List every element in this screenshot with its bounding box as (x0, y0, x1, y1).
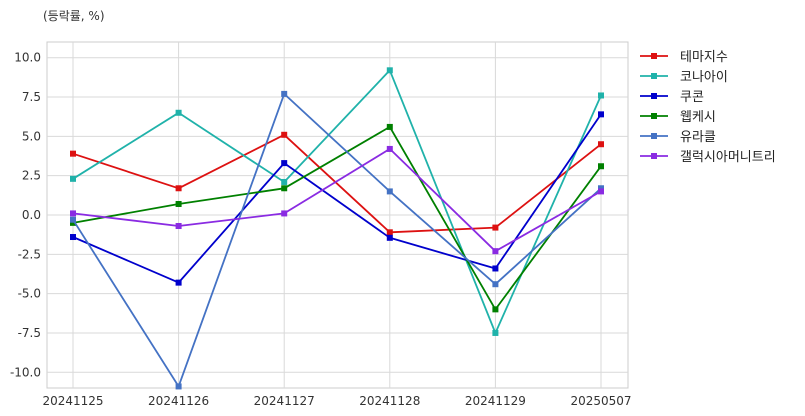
legend-swatch-marker (651, 53, 657, 59)
series-5 (70, 90, 604, 390)
series-4 (70, 123, 604, 313)
y-axis: 10.0 7.5 5.0 2.5 0.0 -2.5 -5.0 -7.5 -10.0 (10, 51, 41, 380)
series-line (72, 147, 602, 253)
series-layer (70, 67, 604, 390)
series-3 (70, 111, 604, 286)
x-tick-label: 20241126 (148, 394, 209, 408)
data-point (281, 178, 288, 185)
data-point (70, 210, 76, 217)
legend-swatch-marker (651, 73, 657, 79)
data-point (175, 383, 182, 390)
x-tick-label: 20241128 (359, 394, 420, 408)
legend-item: 쿠콘 (640, 90, 704, 105)
series-line (72, 69, 602, 334)
series-line (72, 133, 602, 234)
data-point (386, 229, 393, 236)
series-line (72, 93, 602, 388)
legend-item: 웹케시 (640, 110, 716, 125)
y-tick-label: 7.5 (22, 90, 41, 104)
data-point (386, 188, 393, 195)
x-axis: 20241125 20241126 20241127 20241128 20241129… (42, 394, 631, 408)
x-tick-label: 20250507 (570, 394, 631, 408)
data-point (598, 188, 604, 195)
legend-label: 유라클 (680, 130, 716, 145)
y-tick-label: -10.0 (10, 365, 41, 379)
legend-item: 코나아이 (640, 70, 728, 85)
data-point (386, 145, 393, 152)
data-point (492, 306, 499, 313)
data-point (492, 329, 499, 336)
data-point (598, 185, 604, 192)
data-point (386, 67, 393, 74)
y-tick-label: -5.0 (18, 287, 41, 301)
data-point (175, 223, 182, 230)
legend-label: 테마지수 (680, 50, 728, 65)
data-point (70, 234, 76, 241)
data-point (281, 131, 288, 138)
data-point (598, 163, 604, 170)
data-point (598, 141, 604, 148)
data-point (70, 216, 76, 223)
grid (47, 42, 628, 388)
data-point (281, 210, 288, 217)
legend-item: 테마지수 (640, 50, 728, 65)
legend-label: 쿠콘 (680, 90, 704, 105)
data-point (492, 248, 499, 255)
x-tick-label: 20241127 (254, 394, 315, 408)
legend-swatch-marker (651, 153, 657, 159)
data-point (281, 160, 288, 167)
y-tick-label: 0.0 (22, 208, 41, 222)
data-point (492, 224, 499, 231)
series-1 (70, 131, 604, 236)
unit-label: (등락률, %) (43, 9, 105, 23)
data-point (492, 281, 499, 288)
x-tick-label: 20241125 (42, 394, 103, 408)
series-2 (70, 67, 604, 336)
legend-label: 웹케시 (680, 110, 716, 125)
y-tick-label: 2.5 (22, 169, 41, 183)
legend-swatch-marker (651, 113, 657, 119)
legend-item: 유라클 (640, 130, 716, 145)
data-point (281, 90, 288, 97)
y-tick-label: 5.0 (22, 129, 41, 143)
series-6 (70, 145, 604, 255)
y-tick-label: -2.5 (18, 247, 41, 261)
data-point (175, 279, 182, 286)
data-point (70, 219, 76, 226)
legend-swatch-marker (651, 133, 657, 139)
y-tick-label: -7.5 (18, 326, 41, 340)
series-line (72, 126, 602, 311)
data-point (492, 265, 499, 272)
data-point (386, 234, 393, 241)
data-point (386, 123, 393, 130)
y-tick-label: 10.0 (14, 51, 41, 65)
legend-swatch-marker (651, 93, 657, 99)
data-point (175, 200, 182, 207)
data-point (175, 109, 182, 116)
data-point (598, 92, 604, 99)
data-point (70, 175, 76, 182)
legend-item: 갤럭시아머니트리 (640, 150, 776, 165)
data-point (70, 150, 76, 157)
data-point (598, 111, 604, 118)
data-point (281, 185, 288, 192)
x-tick-label: 20241129 (465, 394, 526, 408)
legend-label: 코나아이 (680, 70, 728, 85)
legend-label: 갤럭시아머니트리 (680, 150, 776, 165)
series-line (72, 113, 602, 284)
data-point (175, 185, 182, 192)
